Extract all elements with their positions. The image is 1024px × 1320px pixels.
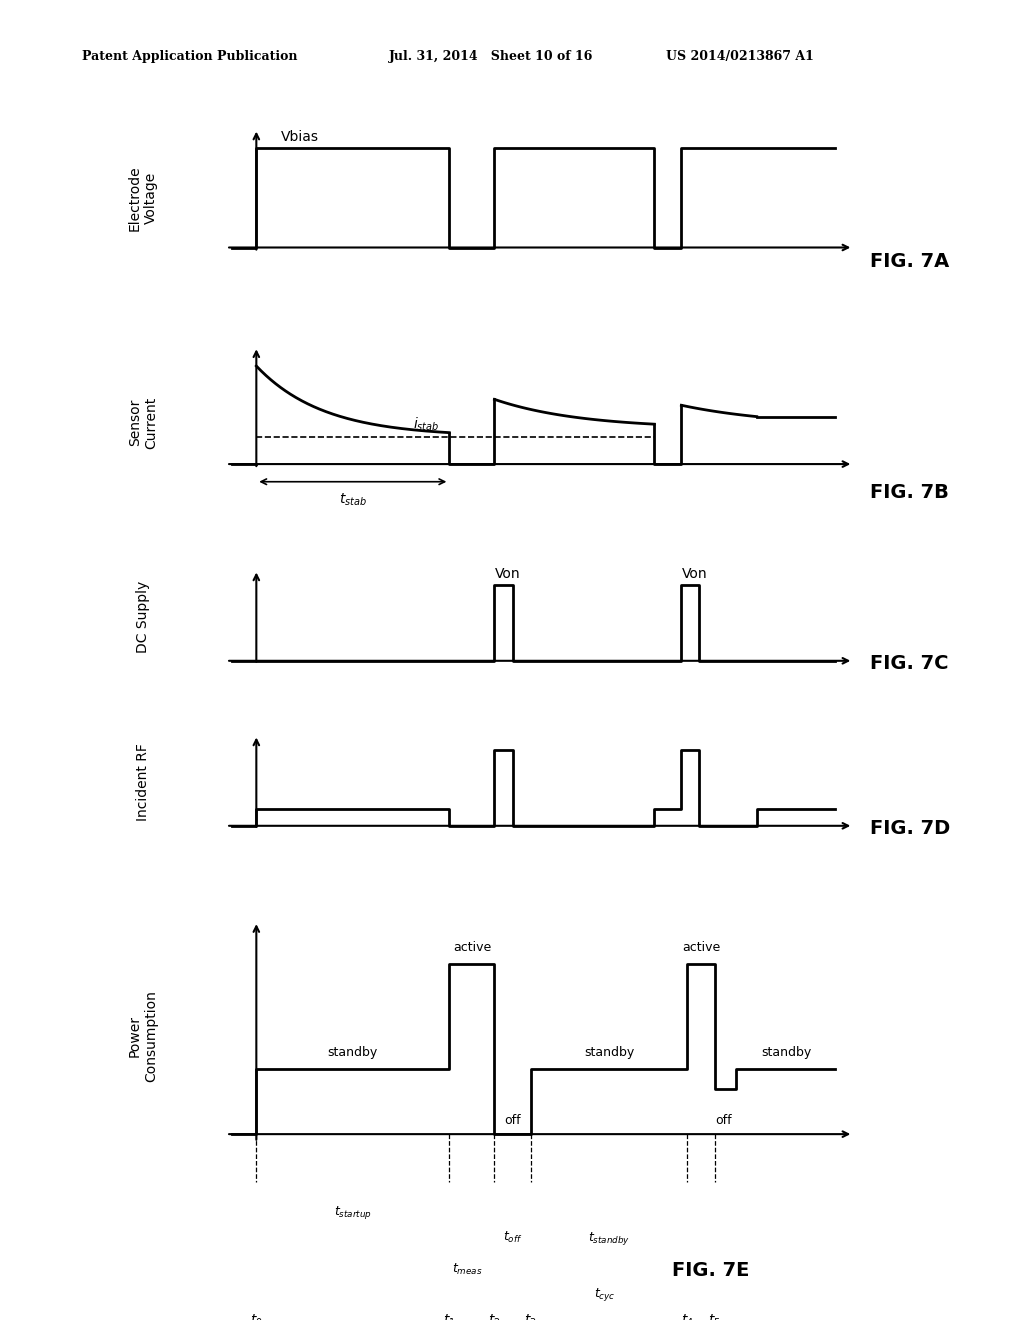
Text: Vbias: Vbias: [281, 129, 318, 144]
Text: standby: standby: [328, 1047, 378, 1059]
Text: off: off: [504, 1114, 521, 1127]
Text: $t_4$: $t_4$: [681, 1313, 694, 1320]
Text: $t_{standby}$: $t_{standby}$: [588, 1229, 630, 1246]
Text: Von: Von: [495, 568, 520, 581]
Text: $t_{off}$: $t_{off}$: [503, 1229, 522, 1245]
Text: $t_{meas}$: $t_{meas}$: [453, 1262, 483, 1276]
Text: $t_0$: $t_0$: [250, 1313, 263, 1320]
Text: Incident RF: Incident RF: [136, 743, 150, 821]
Text: Von: Von: [681, 568, 707, 581]
Text: FIG. 7A: FIG. 7A: [870, 252, 949, 271]
Text: FIG. 7E: FIG. 7E: [672, 1261, 750, 1279]
Text: $t_3$: $t_3$: [524, 1313, 537, 1320]
Text: $t_2$: $t_2$: [488, 1313, 501, 1320]
Text: Sensor
Current: Sensor Current: [128, 396, 158, 449]
Text: $i_{stab}$: $i_{stab}$: [413, 416, 439, 433]
Text: $t_5$: $t_5$: [709, 1313, 721, 1320]
Text: US 2014/0213867 A1: US 2014/0213867 A1: [666, 50, 813, 63]
Text: $t_{stab}$: $t_{stab}$: [339, 491, 367, 508]
Text: DC Supply: DC Supply: [136, 581, 150, 653]
Text: $t_{cyc}$: $t_{cyc}$: [594, 1286, 615, 1303]
Text: off: off: [716, 1114, 732, 1127]
Text: Electrode
Voltage: Electrode Voltage: [128, 165, 158, 231]
Text: Jul. 31, 2014   Sheet 10 of 16: Jul. 31, 2014 Sheet 10 of 16: [389, 50, 594, 63]
Text: $t_1$: $t_1$: [443, 1313, 456, 1320]
Text: active: active: [682, 941, 720, 953]
Text: FIG. 7D: FIG. 7D: [870, 820, 950, 838]
Text: standby: standby: [584, 1047, 634, 1059]
Text: FIG. 7B: FIG. 7B: [870, 483, 949, 502]
Text: active: active: [453, 941, 490, 953]
Text: FIG. 7C: FIG. 7C: [870, 655, 949, 673]
Text: Patent Application Publication: Patent Application Publication: [82, 50, 297, 63]
Text: $t_{startup}$: $t_{startup}$: [334, 1204, 372, 1221]
Text: Power
Consumption: Power Consumption: [128, 990, 158, 1082]
Text: standby: standby: [762, 1047, 812, 1059]
